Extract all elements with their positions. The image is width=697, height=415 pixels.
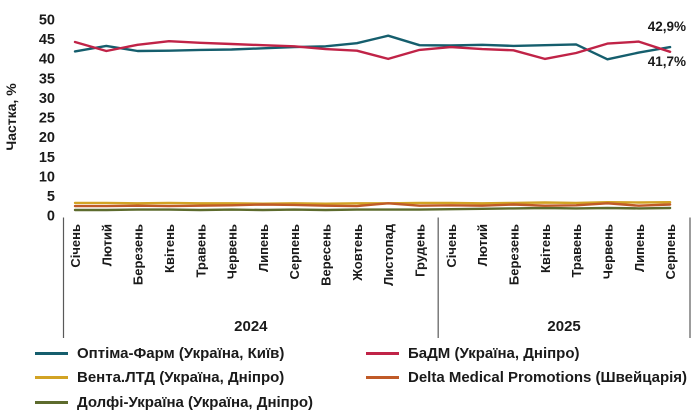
x-tick-label: Листопад [381,223,396,286]
legend-item-venta-ltd: Вента.ЛТД (Україна, Дніпро) [35,366,366,391]
legend: Оптіма-Фарм (Україна, Київ) Вента.ЛТД (Ук… [35,341,687,415]
x-tick-label: Червень [600,224,615,279]
y-tick-label: 20 [39,130,55,146]
y-tick-label: 15 [39,150,55,166]
x-tick-label: Лютий [99,224,114,266]
x-tick-label: Квітень [538,224,553,273]
y-axis-title: Частка, % [3,83,19,151]
x-tick-label: Лютий [475,224,490,266]
legend-label: Долфі-Україна (Україна, Дніпро) [77,393,314,411]
legend-swatch-dolfi-ukraina [35,400,68,404]
x-tick-label: Січень [444,224,459,268]
x-tick-label: Серпень [287,224,302,280]
y-tick-label: 25 [39,111,55,127]
legend-item-delta-medical: Delta Medical Promotions (Швейцарія) [366,366,687,391]
y-tick-label: 30 [39,91,55,107]
y-tick-label: 10 [39,169,55,185]
legend-item-optima-farm: Оптіма-Фарм (Україна, Київ) [35,341,366,366]
y-tick-label: 45 [39,32,55,48]
series-line-optima-farm [73,34,672,61]
legend-label: Вента.ЛТД (Україна, Дніпро) [77,369,285,387]
legend-label: Оптіма-Фарм (Україна, Київ) [77,344,285,362]
y-tick-label: 40 [39,52,55,68]
legend-item-badm: БаДМ (Україна, Дніпро) [366,341,687,366]
x-tick-label: Квітень [162,224,177,273]
series-line-delta-medical [73,202,672,208]
y-tick-label: 35 [39,71,55,87]
y-tick-label: 50 [39,12,55,28]
x-tick-label: Березень [506,224,521,285]
x-tick-label: Січень [68,224,83,268]
x-tick-label: Липень [256,224,271,272]
legend-column: Оптіма-Фарм (Україна, Київ) Вента.ЛТД (Ук… [35,341,366,415]
x-tick-label: Грудень [413,224,428,277]
x-tick-label: Березень [131,224,146,285]
end-value-label: 41,7% [648,54,686,69]
x-tick-label: Жовтень [350,224,365,282]
legend-swatch-venta-ltd [35,376,68,380]
legend-column: БаДМ (Україна, Дніпро) Delta Medical Prom… [366,341,687,415]
series-line-badm [73,40,672,61]
legend-swatch-delta-medical [366,376,399,380]
legend-label: Delta Medical Promotions (Швейцарія) [408,369,688,387]
series-line-dolfi-ukraina [73,206,672,212]
series-line-venta-ltd [73,200,672,205]
x-tick-label: Липень [632,224,647,272]
market-share-chart: Частка, % 0 5 10 15 20 25 30 35 40 45 50 Січень Лют… [3,12,691,411]
year-label: 2024 [234,318,268,335]
x-tick-label: Червень [225,224,240,279]
legend-swatch-badm [366,351,399,355]
x-tick-label: Травень [569,224,584,278]
y-tick-label: 0 [47,209,55,225]
x-tick-label: Травень [193,224,208,278]
y-tick-label: 5 [47,189,55,205]
x-tick-label: Вересень [319,224,334,286]
legend-label: БаДМ (Україна, Дніпро) [408,344,580,362]
legend-item-dolfi-ukraina: Долфі-Україна (Україна, Дніпро) [35,390,366,415]
legend-swatch-optima-farm [35,351,68,355]
year-label: 2025 [547,318,580,335]
x-tick-label: Серпень [663,224,678,280]
end-value-label: 42,9% [648,19,686,34]
